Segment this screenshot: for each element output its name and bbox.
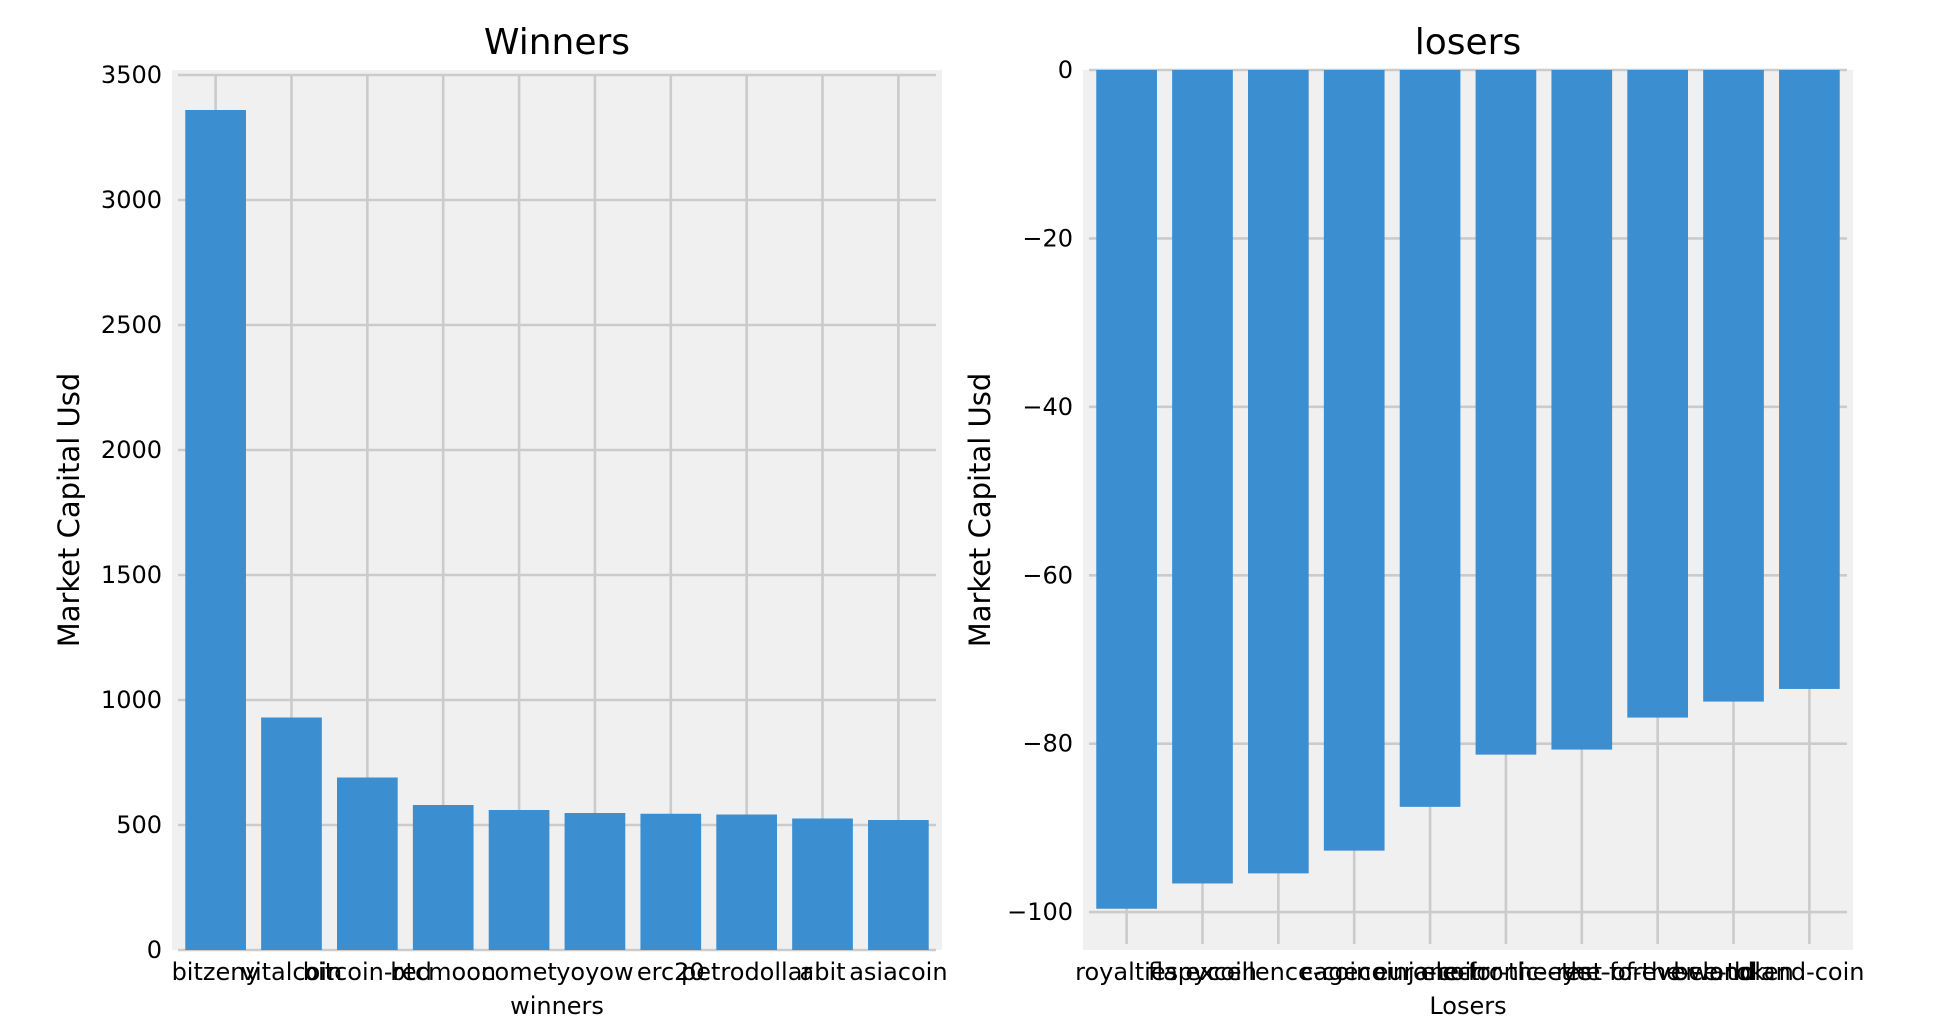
y-tick-label: −100: [1007, 898, 1073, 926]
y-axis-label: Market Capital Usd: [963, 373, 997, 648]
x-tick-label: yoyow: [556, 958, 633, 986]
x-tick-label: bitcoin-red: [303, 958, 432, 986]
x-tick-label: bitzeny: [172, 958, 260, 986]
bar-btcmoon: [412, 805, 474, 950]
x-tick-label: land-coin: [1754, 958, 1864, 986]
bar-yoyow: [564, 813, 626, 950]
bar-jane-for-the-rest-of-the-world: [1551, 70, 1613, 750]
y-tick-label: −20: [1022, 224, 1073, 252]
bar-electronic-eye: [1475, 70, 1537, 755]
x-tick-label: bee-token: [1673, 958, 1794, 986]
winners-chart: 0 500 1000 1500 2000 2500 3000 3500 bitzenyvital…: [52, 22, 948, 1020]
y-tick-label: 3000: [101, 186, 162, 214]
x-tick-label: cagecoin: [1300, 958, 1408, 986]
bar-abit: [792, 818, 853, 950]
bar-royalties: [1096, 70, 1157, 909]
y-tick-label: 2000: [101, 436, 162, 464]
y-tick-label: 0: [147, 936, 162, 964]
x-tick-label: comet: [481, 958, 556, 986]
x-tick-label: the-forever-land: [1561, 958, 1754, 986]
x-tick-label: petrodollar: [681, 958, 812, 986]
x-axis-label: Losers: [1429, 992, 1506, 1020]
bar-vitalcoin: [261, 717, 322, 950]
y-tick-label: −40: [1022, 393, 1073, 421]
bar-excellence-coin: [1248, 70, 1309, 874]
y-axis-label: Market Capital Usd: [52, 373, 86, 648]
bar-land-coin: [1779, 70, 1840, 689]
y-tick-label: 2500: [101, 311, 162, 339]
y-tick-label: 3500: [101, 61, 162, 89]
bar-bitzeny: [185, 110, 246, 950]
x-tick-label: royalties: [1075, 958, 1178, 986]
bar-comet: [488, 810, 550, 950]
chart-title: Winners: [484, 22, 630, 63]
bar-petrodollar: [716, 814, 777, 950]
x-tick-label: btcmoon: [390, 958, 496, 986]
y-tick-label: −60: [1022, 561, 1073, 589]
y-tick-label: 0: [1058, 56, 1073, 84]
x-tick-label: excellence-coin: [1185, 958, 1371, 986]
bar-bee-token: [1703, 70, 1764, 702]
bar-the-forever-land: [1627, 70, 1688, 718]
y-tick-label: 1000: [101, 686, 162, 714]
x-tick-label: abit: [800, 958, 846, 986]
y-tick-label: 1500: [101, 561, 162, 589]
x-tick-label: asiacoin: [849, 958, 947, 986]
y-tick-label: 500: [116, 811, 162, 839]
bar-euro-coin: [1399, 70, 1461, 807]
x-tick-label: vitalcoin: [241, 958, 342, 986]
chart-title: losers: [1415, 22, 1522, 63]
x-axis-label: winners: [510, 992, 604, 1020]
y-tick-label: −80: [1022, 730, 1073, 758]
x-tick-label: flapycoin: [1148, 958, 1257, 986]
x-tick-label: erc20: [637, 958, 705, 986]
x-tick-label: jane-for-the-rest-of-the-world: [1407, 958, 1756, 986]
bar-erc20: [640, 813, 702, 950]
x-tick-label: euro-coin: [1374, 958, 1487, 986]
bar-flapycoin: [1172, 70, 1233, 884]
bar-asiacoin: [868, 820, 929, 950]
bar-bitcoin-red: [337, 777, 398, 950]
bar-cagecoin: [1323, 70, 1385, 851]
losers-chart: −100 −80 −60 −40 −20 0 royaltiesflapycoinexcel…: [963, 22, 1865, 1020]
x-tick-label: electronic-eye: [1421, 958, 1591, 986]
